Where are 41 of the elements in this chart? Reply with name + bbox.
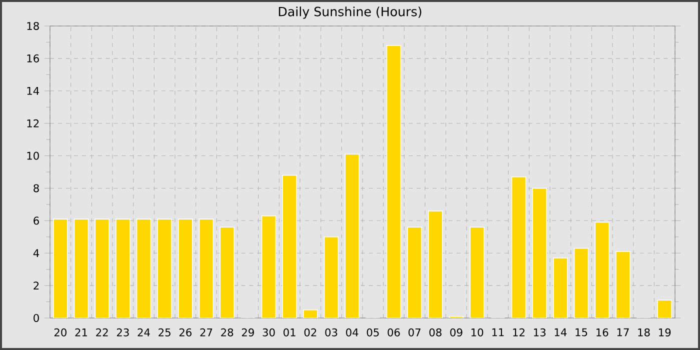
y-tick-label: 6	[34, 216, 39, 225]
x-tick-label: 26	[179, 328, 192, 336]
x-tick-label: 12	[513, 328, 524, 336]
y-tick-label: 0	[34, 314, 39, 322]
x-tick-label: 22	[96, 328, 108, 336]
x-tick-label: 13	[534, 328, 546, 336]
y-tick-label: 18	[27, 22, 39, 30]
x-tick-label: 10	[472, 328, 484, 336]
x-tick-label: 30	[262, 328, 275, 336]
x-tick-label: 28	[221, 328, 234, 336]
x-tick-label: 07	[408, 328, 420, 336]
y-tick-label: 16	[27, 54, 39, 62]
x-tick-label: 24	[138, 328, 150, 336]
y-tick-label: 2	[34, 282, 39, 290]
x-tick-label: 01	[284, 328, 296, 336]
y-tick-label: 4	[33, 249, 40, 257]
x-tick-label: 11	[492, 328, 504, 336]
x-tick-label: 14	[554, 328, 567, 336]
y-tick-label: 12	[27, 119, 39, 128]
x-tick-label: 03	[325, 328, 338, 336]
x-tick-label: 09	[450, 328, 462, 336]
x-tick-label: 05	[366, 328, 379, 336]
x-tick-label: 04	[346, 328, 358, 336]
chart-title: Daily Sunshine (Hours)	[278, 6, 422, 19]
y-tick-label: 10	[27, 152, 39, 160]
x-tick-label: 18	[638, 328, 650, 336]
x-tick-label: 25	[158, 328, 170, 336]
x-tick-label: 15	[576, 328, 588, 336]
x-tick-label: 23	[116, 328, 129, 336]
x-tick-label: 27	[200, 328, 212, 336]
x-tick-label: 21	[75, 328, 88, 336]
x-tick-label: 06	[388, 328, 400, 336]
x-tick-label: 16	[596, 328, 608, 336]
x-tick-label: 02	[304, 328, 316, 336]
y-tick-label: 8	[34, 184, 39, 192]
x-tick-label: 29	[242, 328, 254, 336]
x-tick-label: 20	[54, 328, 66, 336]
x-tick-label: 19	[659, 328, 671, 336]
y-tick-label: 14	[27, 87, 40, 95]
x-tick-label: 17	[617, 328, 629, 336]
x-tick-label: 08	[429, 328, 442, 336]
